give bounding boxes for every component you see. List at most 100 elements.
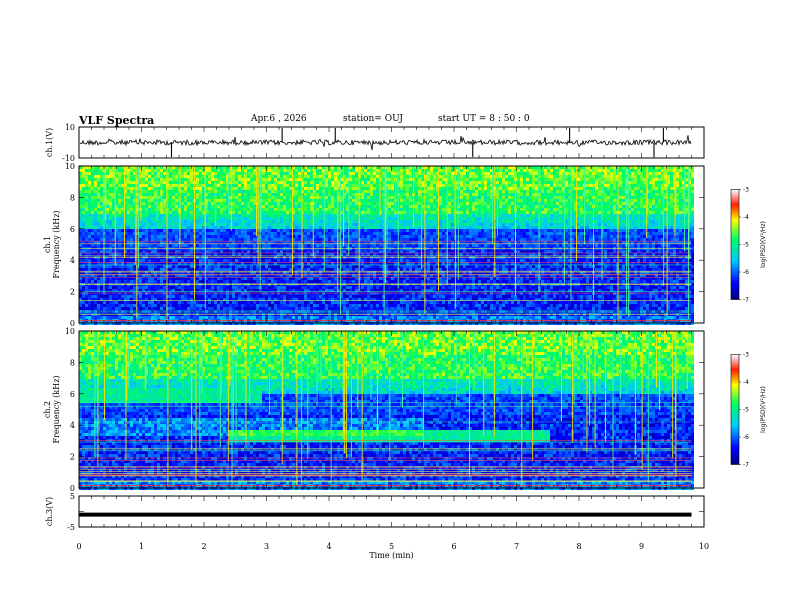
ch1-spec-cell: [106, 268, 109, 271]
ch1-spec-cell: [226, 265, 229, 268]
ch1-spec-cell: [103, 208, 106, 211]
ch1-spec-cell: [181, 166, 184, 169]
ch1-spec-cell: [349, 205, 352, 208]
ch1-spec-cell: [133, 265, 136, 268]
ch1-spec-cell: [283, 298, 286, 301]
ch1-spec-cell: [343, 220, 346, 223]
ch1-spec-cell: [307, 175, 310, 178]
ch1-spec-cell: [112, 187, 115, 190]
ch1-spec-cell: [334, 244, 337, 247]
ch1-spec-cell: [352, 190, 355, 193]
ch1-spec-cell: [262, 178, 265, 181]
ch1-spec-cell: [97, 190, 100, 193]
ch1-spec-cell: [142, 166, 145, 169]
ch1-spec-cell: [85, 286, 88, 289]
ch1-spec-cell: [115, 187, 118, 190]
ch1-spec-cell: [316, 175, 319, 178]
ch1-spec-cell: [268, 259, 271, 262]
ch1-spec-cell: [229, 316, 232, 319]
ch1-spec-cell: [172, 184, 175, 187]
ch1-spec-cell: [289, 259, 292, 262]
ch1-spec-cell: [325, 304, 328, 307]
ch1-spec-cell: [283, 250, 286, 253]
ch1-spec-cell: [274, 253, 277, 256]
ch1-spec-cell: [271, 217, 274, 220]
ch1-spec-cell: [148, 169, 151, 172]
ch1-spec-cell: [343, 208, 346, 211]
ch1-spec-cell: [274, 289, 277, 292]
ch1-spec-cell: [241, 187, 244, 190]
ch1-spec-cell: [136, 304, 139, 307]
ch1-spec-cell: [199, 199, 202, 202]
ch1-spec-cell: [103, 223, 106, 226]
ch1-spec-cell: [319, 214, 322, 217]
ch1-spec-cell: [265, 202, 268, 205]
ch1-spec-cell: [133, 181, 136, 184]
ch1-spec-cell: [130, 175, 133, 178]
ch1-spec-cell: [133, 229, 136, 232]
ch1-spec-cell: [280, 271, 283, 274]
ch1-spec-cell: [331, 208, 334, 211]
ch1-spec-cell: [154, 241, 157, 244]
ch1-spec-cell: [121, 310, 124, 313]
ch1-spec-cell: [235, 253, 238, 256]
ch1-spec-cell: [256, 295, 259, 298]
ch1-spec-cell: [112, 259, 115, 262]
ch1-spec-cell: [295, 253, 298, 256]
ch1-spec-cell: [196, 211, 199, 214]
ch1-spec-cell: [166, 241, 169, 244]
ch1-spec-cell: [100, 229, 103, 232]
ch1-spec-cell: [340, 175, 343, 178]
ch1-spec-cell: [196, 277, 199, 280]
ch1-spec-cell: [103, 271, 106, 274]
ch1-spec-cell: [121, 220, 124, 223]
ch1-spec-cell: [211, 172, 214, 175]
ch1-spec-cell: [241, 181, 244, 184]
ch1-spec-cell: [148, 241, 151, 244]
ch1-spec-cell: [214, 289, 217, 292]
ch1-spec-cell: [175, 202, 178, 205]
ch1-spec-cell: [316, 262, 319, 265]
ch1-spec-cell: [202, 295, 205, 298]
ch1-spec-cell: [166, 166, 169, 169]
ch1-spec-cell: [91, 271, 94, 274]
ch1-spec-cell: [103, 181, 106, 184]
ch1-spec-cell: [169, 298, 172, 301]
ch1-spec-cell: [97, 274, 100, 277]
ch1-spec-cell: [238, 217, 241, 220]
ch1-spec-cell: [286, 211, 289, 214]
ch1-spec-cell: [121, 214, 124, 217]
ch1-spec-cell: [274, 271, 277, 274]
ch1-spec-cell: [280, 292, 283, 295]
ch1-spec-cell: [88, 181, 91, 184]
ch1-spec-cell: [88, 310, 91, 313]
ch1-spec-cell: [298, 229, 301, 232]
ch1-spec-cell: [319, 229, 322, 232]
ch1-spec-cell: [169, 232, 172, 235]
ch1-spec-cell: [208, 217, 211, 220]
ch1-spec-cell: [322, 175, 325, 178]
ch1-spec-cell: [130, 292, 133, 295]
ch1-spec-cell: [334, 286, 337, 289]
ch1-spec-cell: [280, 232, 283, 235]
ch1-spec-cell: [181, 286, 184, 289]
ch1-spec-cell: [343, 229, 346, 232]
ch1-spec-cell: [88, 187, 91, 190]
ch1-spec-cell: [94, 244, 97, 247]
ch1-spec-cell: [127, 280, 130, 283]
ch1-spec-cell: [181, 214, 184, 217]
ch1-spec-cell: [346, 280, 349, 283]
ch1-spec-cell: [262, 241, 265, 244]
ch1-spec-cell: [190, 184, 193, 187]
ch1-spec-cell: [118, 271, 121, 274]
ch1-spec-cell: [109, 196, 112, 199]
ch1-spec-cell: [91, 262, 94, 265]
ch1-spec-cell: [127, 259, 130, 262]
ch1-spec-cell: [148, 253, 151, 256]
ch1-spec-cell: [112, 196, 115, 199]
ch1-spec-cell: [232, 301, 235, 304]
ch1-spec-cell: [115, 226, 118, 229]
ch1-spec-cell: [94, 178, 97, 181]
ch1-spec-cell: [109, 199, 112, 202]
ch1-spec-cell: [205, 199, 208, 202]
